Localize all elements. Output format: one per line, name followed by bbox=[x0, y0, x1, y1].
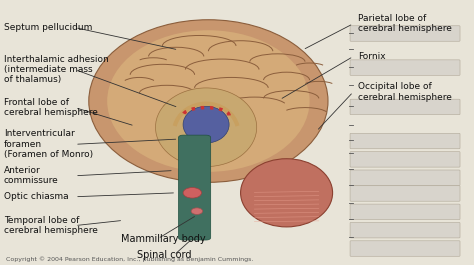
Text: Anterior
commissure: Anterior commissure bbox=[4, 166, 58, 186]
Text: Fornix: Fornix bbox=[358, 52, 385, 61]
FancyBboxPatch shape bbox=[350, 133, 460, 149]
FancyBboxPatch shape bbox=[350, 99, 460, 115]
Text: Copyright © 2004 Pearson Education, Inc., publishing as Benjamin Cummings.: Copyright © 2004 Pearson Education, Inc.… bbox=[6, 257, 254, 262]
Text: Temporal lobe of
cerebral hemisphere: Temporal lobe of cerebral hemisphere bbox=[4, 216, 98, 235]
FancyBboxPatch shape bbox=[350, 170, 460, 185]
Text: Mammillary body: Mammillary body bbox=[121, 234, 206, 244]
Ellipse shape bbox=[241, 159, 333, 227]
Text: Septum pellucidum: Septum pellucidum bbox=[4, 23, 92, 32]
Ellipse shape bbox=[107, 30, 310, 172]
FancyBboxPatch shape bbox=[350, 152, 460, 167]
Text: Optic chiasma: Optic chiasma bbox=[4, 192, 68, 201]
FancyBboxPatch shape bbox=[350, 186, 460, 201]
Text: Frontal lobe of
cerebral hemisphere: Frontal lobe of cerebral hemisphere bbox=[4, 98, 98, 117]
Text: Interthalamic adhesion
(intermediate mass
of thalamus): Interthalamic adhesion (intermediate mas… bbox=[4, 55, 109, 85]
FancyBboxPatch shape bbox=[350, 60, 460, 75]
FancyBboxPatch shape bbox=[350, 26, 460, 41]
Ellipse shape bbox=[183, 106, 229, 143]
Ellipse shape bbox=[155, 88, 257, 167]
Ellipse shape bbox=[89, 20, 328, 182]
Ellipse shape bbox=[183, 188, 201, 198]
FancyBboxPatch shape bbox=[179, 135, 210, 240]
Text: Occipital lobe of
cerebral hemisphere: Occipital lobe of cerebral hemisphere bbox=[358, 82, 452, 101]
FancyBboxPatch shape bbox=[350, 204, 460, 220]
FancyBboxPatch shape bbox=[350, 241, 460, 256]
FancyBboxPatch shape bbox=[350, 222, 460, 238]
Text: Parietal lobe of
cerebral hemisphere: Parietal lobe of cerebral hemisphere bbox=[358, 14, 452, 33]
Text: Spinal cord: Spinal cord bbox=[137, 250, 191, 260]
Text: Interventricular
foramen
(Foramen of Monro): Interventricular foramen (Foramen of Mon… bbox=[4, 129, 93, 159]
Ellipse shape bbox=[191, 208, 203, 214]
